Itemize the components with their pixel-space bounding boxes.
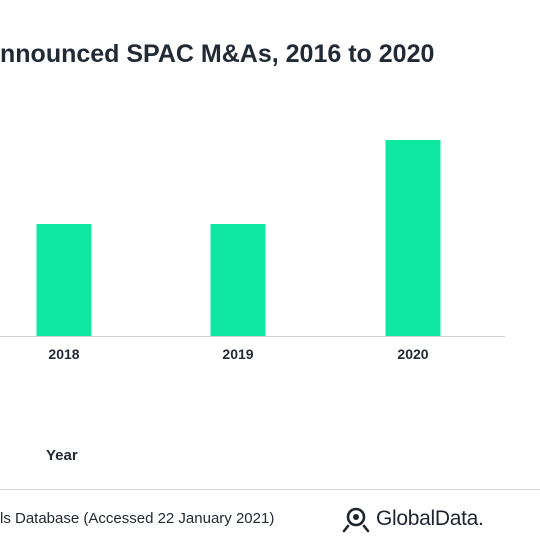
- globaldata-logo-icon: [342, 507, 370, 533]
- bar-2018: [36, 224, 92, 336]
- x-tick-label-2018: 2018: [48, 346, 79, 362]
- x-tick-label-2020: 2020: [397, 346, 428, 362]
- footer-divider: [0, 489, 540, 490]
- source-note: ls Database (Accessed 22 January 2021): [0, 510, 275, 527]
- x-tick-labels: 2018 2019 2020: [48, 346, 428, 362]
- x-tick-label-2019: 2019: [222, 346, 253, 362]
- x-axis-title: Year: [46, 447, 78, 464]
- globaldata-logo: GlobalData.: [342, 505, 484, 533]
- bar-2019: [210, 224, 266, 336]
- bars-group: [36, 140, 441, 336]
- chart-title: nnounced SPAC M&As, 2016 to 2020: [0, 40, 435, 68]
- logo-wordmark: GlobalData.: [376, 507, 484, 530]
- bar-2020: [385, 140, 441, 336]
